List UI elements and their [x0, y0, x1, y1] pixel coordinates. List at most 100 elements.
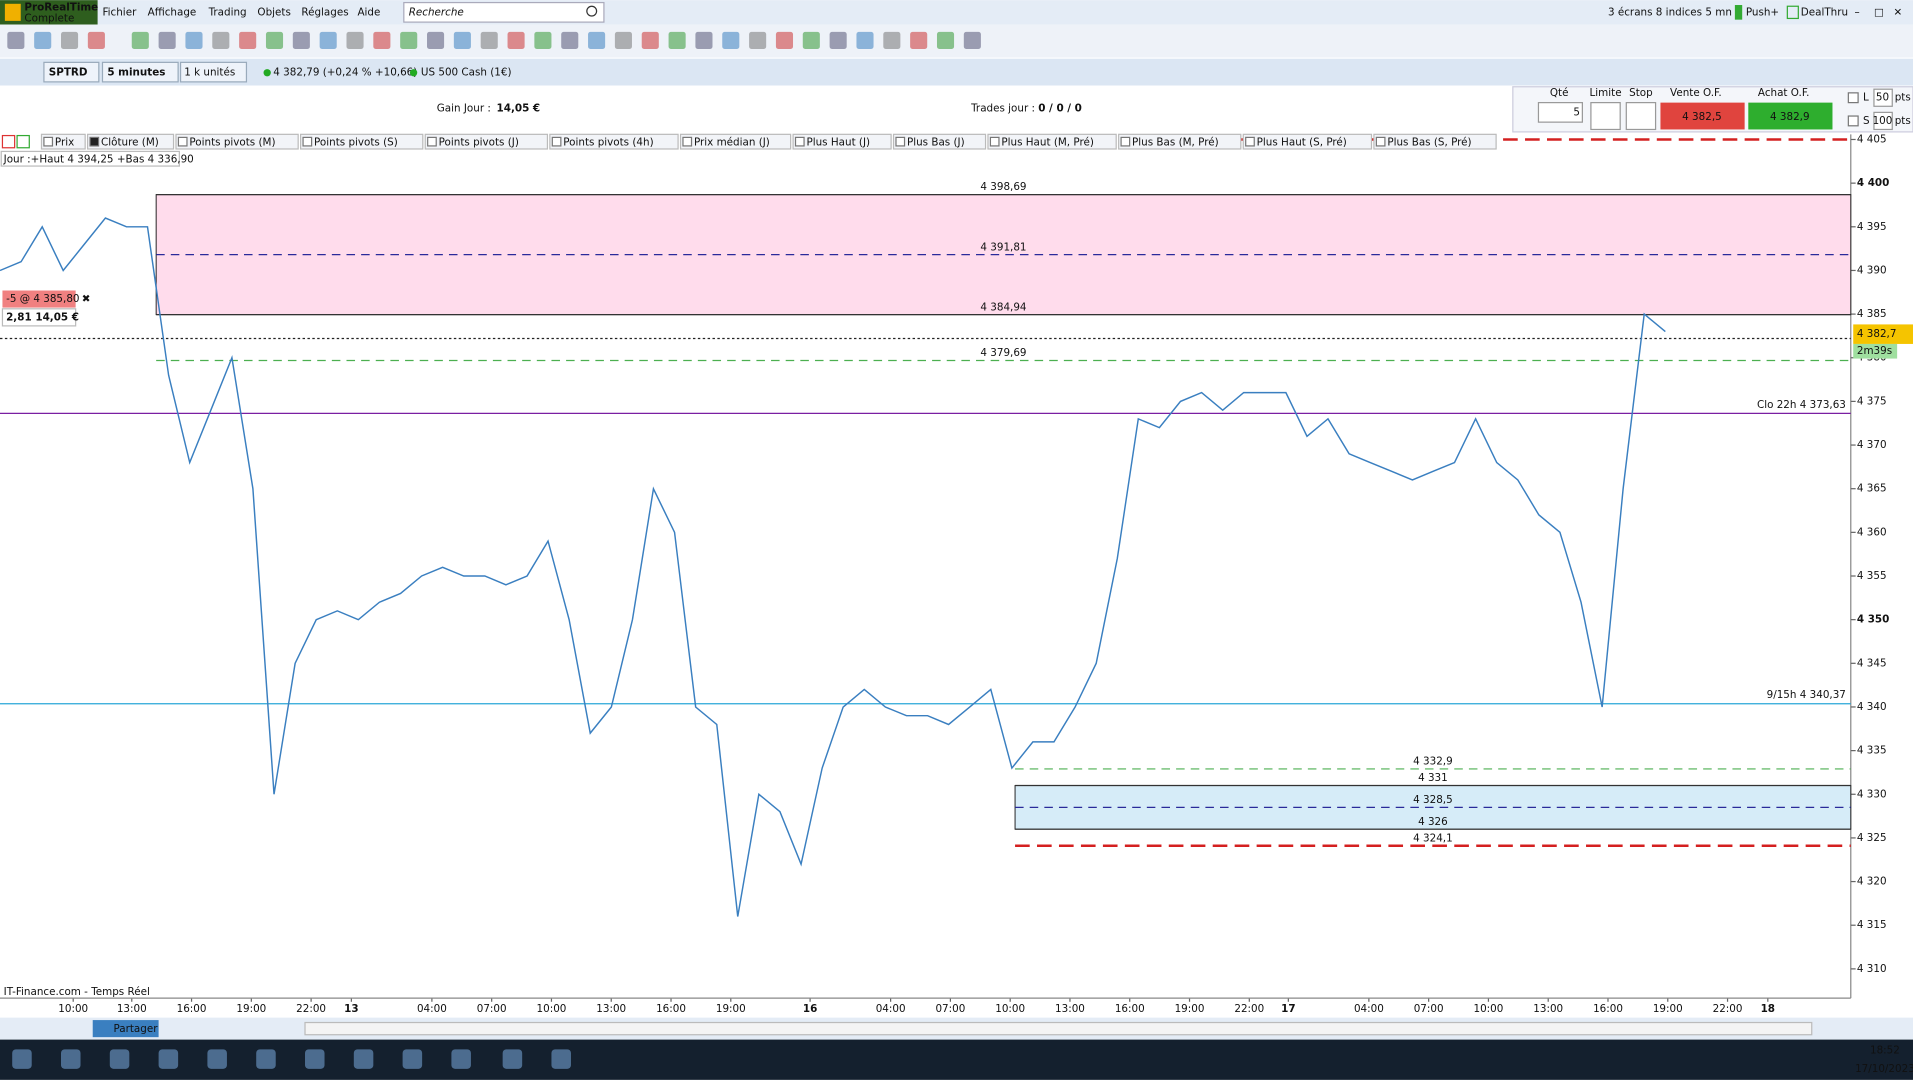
- tool-icon[interactable]: [856, 31, 874, 49]
- tool-icon[interactable]: [534, 31, 552, 49]
- push-button[interactable]: Push+: [1746, 6, 1779, 18]
- tool-icon[interactable]: [373, 31, 391, 49]
- tool-icon[interactable]: [61, 31, 79, 49]
- dealthru-button[interactable]: DealThru: [1801, 6, 1848, 18]
- tab[interactable]: [1242, 133, 1373, 150]
- taskbar-icon[interactable]: [305, 1049, 325, 1069]
- tab[interactable]: [1373, 133, 1497, 150]
- tab[interactable]: [86, 133, 175, 150]
- tool-icon[interactable]: [588, 31, 606, 49]
- tab[interactable]: [892, 133, 987, 150]
- tool-icon[interactable]: [695, 31, 713, 49]
- tab-check: [551, 136, 562, 147]
- tool-icon[interactable]: [265, 31, 284, 49]
- tool-icon[interactable]: [641, 31, 659, 49]
- tool-icon[interactable]: [775, 31, 794, 49]
- menu-item[interactable]: Fichier: [102, 6, 137, 18]
- tool-icon[interactable]: [614, 31, 632, 49]
- taskbar-icon[interactable]: [353, 1049, 374, 1069]
- tool-icon[interactable]: [346, 31, 364, 49]
- ticker-box[interactable]: [43, 61, 100, 83]
- clock-time: 18:52: [1870, 1045, 1900, 1057]
- tool-icon[interactable]: [158, 31, 176, 49]
- tab-icon[interactable]: [1, 134, 16, 149]
- tab-label: Plus Bas (S, Pré): [1387, 136, 1471, 148]
- taskbar-icon[interactable]: [402, 1049, 423, 1069]
- y-tick-label: 4 360: [1857, 526, 1887, 538]
- sell-button[interactable]: [1660, 102, 1745, 130]
- s-box[interactable]: [1873, 111, 1893, 131]
- l-check[interactable]: [1847, 92, 1859, 104]
- x-tick-label: 19:00: [716, 1003, 746, 1015]
- tab-icon[interactable]: [16, 134, 30, 149]
- tool-icon[interactable]: [561, 31, 579, 49]
- taskbar-icon[interactable]: [158, 1049, 179, 1069]
- tab[interactable]: [792, 133, 892, 150]
- tab[interactable]: [175, 133, 299, 150]
- tool-icon[interactable]: [427, 31, 445, 49]
- tool-icon[interactable]: [7, 31, 25, 49]
- tool-icon[interactable]: [453, 31, 471, 49]
- tab[interactable]: [549, 133, 679, 150]
- tool-icon[interactable]: [212, 31, 230, 49]
- tool-icon[interactable]: [87, 31, 105, 49]
- status[interactable]: 3 écrans 8 indices 5 mn: [1608, 6, 1732, 18]
- position-box[interactable]: [2, 290, 76, 308]
- tool-icon[interactable]: [910, 31, 928, 49]
- taskbar-icon[interactable]: [12, 1049, 32, 1069]
- tool-icon[interactable]: [185, 31, 203, 49]
- x-tick-label: 17: [1281, 1003, 1295, 1015]
- menu-item[interactable]: Trading: [208, 6, 247, 18]
- tool-icon[interactable]: [936, 31, 955, 49]
- menu-item[interactable]: Réglages: [301, 6, 348, 18]
- tool-icon[interactable]: [883, 31, 901, 49]
- taskbar-icon[interactable]: [451, 1049, 471, 1069]
- limit-button[interactable]: [1590, 102, 1621, 131]
- x-tick-label: 13:00: [1533, 1003, 1563, 1015]
- period-box[interactable]: [101, 61, 179, 83]
- taskbar-icon[interactable]: [256, 1049, 276, 1069]
- tab[interactable]: [1118, 133, 1242, 150]
- menu-item[interactable]: Aide: [357, 6, 380, 18]
- taskbar-icon[interactable]: [207, 1049, 227, 1069]
- close-position[interactable]: ✖: [82, 293, 91, 305]
- tool-icon[interactable]: [749, 31, 767, 49]
- search-box[interactable]: [403, 1, 605, 23]
- taskbar-icon[interactable]: [61, 1049, 81, 1069]
- taskbar-icon[interactable]: [551, 1049, 571, 1069]
- tool-icon[interactable]: [131, 31, 149, 49]
- tab[interactable]: [300, 133, 424, 150]
- scrollbar[interactable]: [304, 1021, 1813, 1036]
- y-tick-label: 4 370: [1857, 439, 1887, 451]
- units-box[interactable]: [179, 61, 248, 83]
- l-box[interactable]: [1873, 88, 1893, 107]
- taskbar-icon[interactable]: [109, 1049, 130, 1069]
- taskbar-icon[interactable]: [502, 1049, 523, 1069]
- tab[interactable]: [987, 133, 1117, 150]
- tool-icon[interactable]: [829, 31, 847, 49]
- stop-button[interactable]: [1625, 102, 1657, 131]
- tab-check: [989, 136, 1000, 147]
- menu-item[interactable]: Objets: [257, 6, 290, 18]
- tool-icon[interactable]: [480, 31, 498, 49]
- tool-icon[interactable]: [239, 31, 257, 49]
- tab[interactable]: [424, 133, 549, 150]
- tool-icon[interactable]: [802, 31, 820, 49]
- window-control[interactable]: □: [1874, 6, 1884, 18]
- tab[interactable]: [679, 133, 792, 150]
- window-control[interactable]: –: [1854, 6, 1859, 18]
- window-control[interactable]: ✕: [1893, 6, 1902, 18]
- tool-icon[interactable]: [722, 31, 740, 49]
- tool-icon[interactable]: [292, 31, 310, 49]
- menu-item[interactable]: Affichage: [148, 6, 197, 18]
- tool-icon[interactable]: [400, 31, 418, 49]
- buy-button[interactable]: [1748, 102, 1833, 130]
- share-button[interactable]: [92, 1020, 159, 1038]
- tool-icon[interactable]: [34, 31, 52, 49]
- qty-box[interactable]: [1537, 102, 1583, 123]
- tool-icon[interactable]: [668, 31, 686, 49]
- s-check[interactable]: [1847, 115, 1859, 127]
- tool-icon[interactable]: [507, 31, 525, 49]
- tool-icon[interactable]: [963, 31, 981, 49]
- tool-icon[interactable]: [319, 31, 337, 49]
